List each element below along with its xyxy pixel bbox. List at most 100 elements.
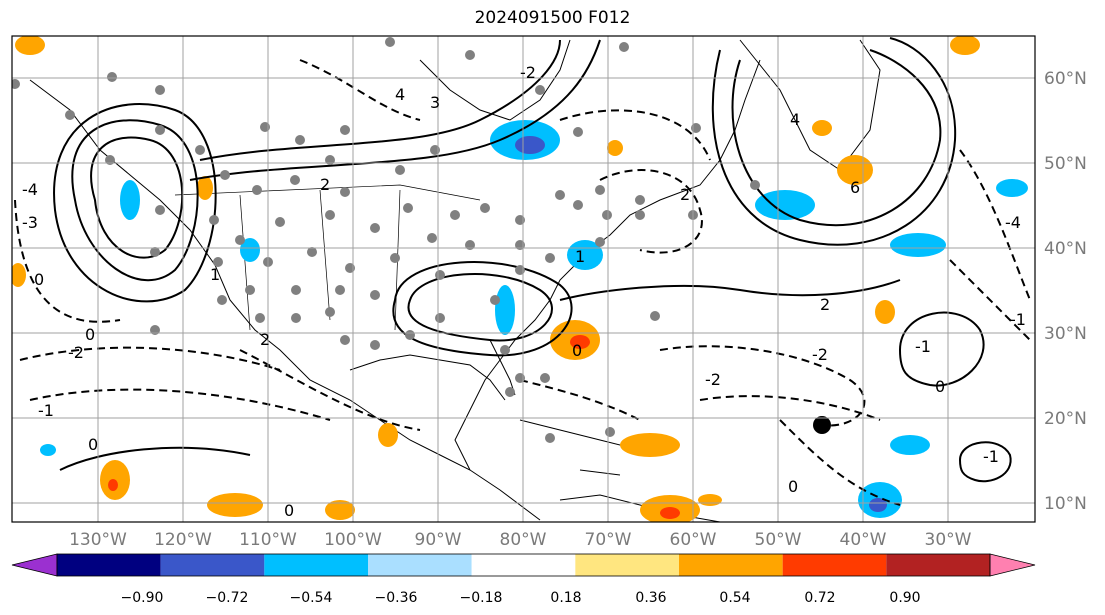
contour-label: 1 [210, 265, 220, 284]
colorbar-segment [11, 553, 58, 577]
shade-red-atlantic [570, 335, 590, 349]
contour-label: 2 [680, 185, 690, 204]
shade-blue-greenland [755, 190, 815, 220]
colorbar-segment [782, 554, 887, 576]
florida [489, 339, 516, 396]
contour-jet-2 [189, 39, 601, 181]
shade-orange-tr [950, 36, 980, 55]
lat-label: 30°N [1044, 324, 1087, 344]
contour-label: 0 [935, 377, 945, 396]
contour-label: -1 [915, 337, 931, 356]
lon-label: 100°W [324, 530, 382, 550]
contour-label: 2 [320, 175, 330, 194]
shade-red-pac [108, 479, 118, 491]
contour-label: -2 [812, 345, 828, 364]
colorbar-tick-label: −0.90 [121, 590, 164, 606]
colorbar-tick-label: −0.54 [290, 590, 333, 606]
dashed-13 [779, 419, 901, 506]
lon-label: 30°W [925, 530, 972, 550]
contour-label: 3 [430, 93, 440, 112]
contour-label: 0 [88, 435, 98, 454]
lat-label: 20°N [1044, 409, 1087, 429]
lat-label: 50°N [1044, 154, 1087, 174]
colorbar-tick-label: −0.18 [460, 590, 503, 606]
colorbar-tick-label: 0.72 [804, 590, 835, 606]
lon-label: 80°W [500, 530, 547, 550]
chart-title: 2024091500 F012 [474, 8, 631, 28]
contour-label: -4 [1005, 213, 1021, 232]
shade-blue-west [120, 180, 140, 220]
contour-label: 6 [850, 178, 860, 197]
dashed-5 [599, 169, 703, 254]
dashed-4 [239, 349, 421, 431]
colorbar-labels: −0.90 −0.72 −0.54 −0.36 −0.18 0.18 0.36 … [121, 590, 921, 606]
lat-label: 10°N [1044, 494, 1087, 514]
lon-label: 40°W [840, 530, 887, 550]
contour-south [59, 446, 251, 471]
shade-blue-pac [40, 444, 56, 456]
contour-label: 2 [820, 295, 830, 314]
contour-west-low-1 [90, 136, 184, 259]
contour-label: 0 [34, 270, 44, 289]
contour-label: 0 [572, 341, 582, 360]
lon-label: 60°W [670, 530, 717, 550]
contour-atl-ridge-2 [711, 37, 957, 246]
contour-west-low-2 [71, 119, 199, 282]
black-marker [813, 416, 831, 434]
shade-orange-l [12, 263, 26, 287]
contour-label: 4 [395, 85, 405, 104]
dashed-7 [659, 345, 866, 427]
shade-orange-carib [620, 433, 680, 457]
colorbar-tick-label: −0.72 [206, 590, 249, 606]
longitude-labels: 130°W 120°W 110°W 100°W 90°W 80°W 70°W 6… [69, 530, 972, 550]
dashed-6 [559, 109, 711, 161]
gulf-coast [349, 354, 506, 401]
contour-label: -1 [983, 447, 999, 466]
colorbar [11, 553, 1036, 577]
lon-label: 120°W [154, 530, 212, 550]
solid-contours [53, 37, 1012, 483]
shade-blue-rockies [240, 238, 260, 262]
dashed-9 [959, 149, 1031, 301]
contour-label: 0 [788, 477, 798, 496]
shade-blue-east2 [890, 435, 930, 455]
lon-label: 50°W [755, 530, 802, 550]
lon-label: 130°W [69, 530, 127, 550]
shade-orange-mex [325, 500, 355, 520]
colorbar-segment [368, 554, 472, 576]
contour-label: 0 [85, 325, 95, 344]
shade-red-south [660, 507, 680, 519]
dashed-1 [14, 199, 121, 323]
dashed-8 [699, 395, 881, 421]
shade-orange-g2 [607, 140, 623, 156]
colorbar-segment [886, 554, 990, 576]
colorbar-segment [57, 554, 161, 576]
latitude-labels: 60°N 50°N 40°N 30°N 20°N 10°N [1044, 69, 1087, 514]
colorbar-segment [264, 554, 368, 576]
dashed-10 [949, 259, 1031, 341]
shade-orange-tl [15, 36, 45, 55]
shade-blue-coast2 [495, 285, 515, 335]
shade-blue-atlantic [890, 233, 946, 257]
lat-label: 40°N [1044, 239, 1087, 259]
colorbar-frame [56, 553, 991, 577]
contour-label: -2 [520, 63, 536, 82]
shade-darkblue-hudson [515, 136, 545, 154]
colorbar-segment [679, 554, 783, 576]
us-borders [174, 184, 481, 331]
lon-label: 70°W [585, 530, 632, 550]
colorbar-segment [989, 553, 1036, 577]
shade-blue-east [996, 179, 1028, 197]
colorbar-segment [575, 554, 679, 576]
contour-center [559, 279, 901, 301]
shade-orange-sw [207, 493, 263, 517]
contour-se-high [958, 441, 1012, 483]
lat-label: 60°N [1044, 69, 1087, 89]
contour-label: -1 [38, 401, 54, 420]
contour-label: -1 [1010, 310, 1026, 329]
contour-se-low-1 [407, 273, 553, 342]
contour-label: 2 [260, 330, 270, 349]
colorbar-segment [160, 554, 265, 576]
hudson-bay [419, 39, 571, 121]
